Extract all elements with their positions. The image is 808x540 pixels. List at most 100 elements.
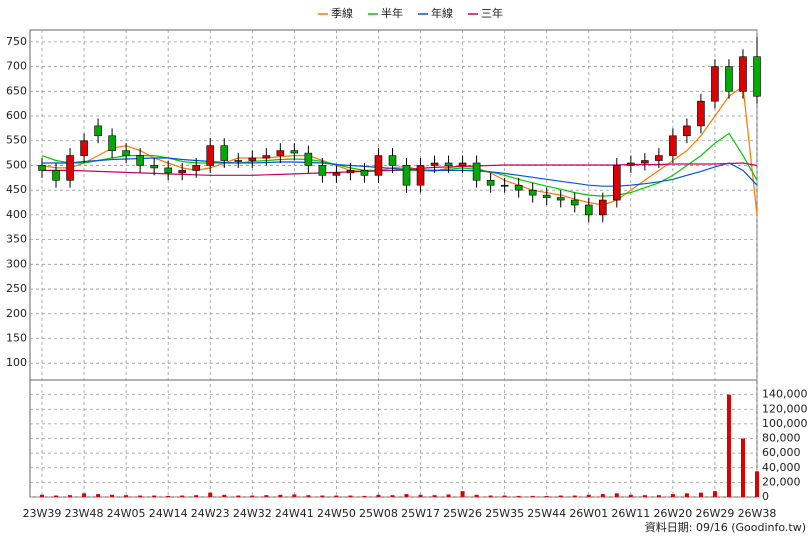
y-tick-label: 450 (6, 183, 27, 196)
volume-bar (40, 494, 44, 497)
candle-body (220, 145, 229, 161)
x-tick-label: 25W17 (401, 507, 440, 520)
candle-body (136, 155, 144, 166)
candle-body (66, 155, 74, 181)
volume-tick-label: 100,000 (762, 417, 808, 430)
y-tick-label: 350 (6, 233, 27, 246)
candle-body (542, 194, 551, 198)
x-tick-label: 25W44 (527, 507, 566, 520)
volume-bar (348, 495, 353, 497)
x-tick-label: 26W11 (611, 507, 650, 520)
candle-body (514, 184, 523, 191)
y-tick-label: 200 (6, 307, 27, 320)
ma-line (42, 162, 758, 176)
y-tick-label: 750 (6, 35, 27, 48)
candle-body (430, 162, 439, 166)
candle-body (304, 152, 313, 166)
x-tick-label: 26W38 (738, 507, 777, 520)
candle-body (753, 56, 761, 97)
candle-body (669, 135, 677, 156)
volume-bar (390, 495, 395, 497)
y-tick-label: 400 (6, 208, 27, 221)
volume-bar (740, 438, 745, 497)
candle-body (711, 66, 719, 102)
x-tick-label: 24W05 (107, 507, 146, 520)
candle-body (627, 162, 635, 166)
volume-bar (250, 495, 255, 497)
volume-bar (628, 494, 633, 497)
volume-bar (544, 495, 549, 497)
candle-body (178, 170, 186, 174)
candle-body (528, 189, 537, 196)
y-tick-label: 150 (6, 331, 27, 344)
volume-bar (614, 493, 619, 497)
volume-bar (446, 494, 451, 497)
candle-body (444, 162, 453, 166)
y-tick-label: 500 (6, 158, 27, 171)
candle-body (683, 125, 691, 137)
candle-body (122, 150, 130, 156)
volume-bar (502, 495, 507, 497)
candle-body (613, 165, 621, 201)
volume-bar (96, 494, 101, 497)
x-tick-label: 26W01 (569, 507, 608, 520)
candle-body (416, 165, 425, 186)
candle-body (276, 150, 285, 156)
volume-bar (726, 394, 731, 497)
legend-label: 三年 (481, 6, 503, 20)
volume-bar (138, 495, 143, 497)
volume-bar (194, 495, 199, 497)
y-tick-label: 100 (6, 356, 27, 369)
volume-bar (278, 494, 283, 497)
volume-tick-label: 40,000 (762, 461, 801, 474)
ma-line (42, 157, 758, 187)
volume-bar (712, 491, 717, 497)
volume-bar (586, 494, 591, 497)
volume-bar (530, 495, 535, 497)
candle-body (360, 170, 369, 176)
candle-body (206, 145, 215, 166)
volume-bar (572, 495, 577, 497)
y-tick-label: 250 (6, 282, 27, 295)
volume-tick-label: 20,000 (762, 475, 801, 488)
candle-body (584, 204, 593, 216)
volume-bar (334, 495, 339, 497)
volume-bar (558, 495, 563, 497)
legend-label: 季線 (331, 6, 353, 20)
volume-bar (670, 494, 675, 497)
volume-tick-label: 0 (762, 490, 769, 503)
volume-bar (488, 495, 493, 497)
volume-bar (432, 495, 437, 497)
volume-bar (376, 494, 381, 497)
candle-body (108, 135, 116, 151)
volume-bar (124, 495, 129, 497)
ma-line (41, 85, 758, 215)
candle-body (192, 165, 201, 171)
volume-bar (600, 494, 605, 497)
candle-body (248, 157, 257, 161)
x-tick-label: 24W14 (149, 507, 188, 520)
candle-body (598, 199, 607, 216)
candle-body (150, 165, 158, 169)
volume-bar (264, 495, 269, 497)
candle-body (290, 150, 299, 154)
y-tick-label: 300 (6, 257, 27, 270)
volume-bar (684, 493, 689, 497)
volume-bar (152, 495, 157, 497)
volume-bar (236, 495, 241, 497)
volume-bar (642, 495, 647, 497)
candle-body (346, 170, 355, 174)
x-tick-label: 24W50 (317, 507, 356, 520)
y-tick-label: 550 (6, 134, 27, 147)
x-tick-label: 26W29 (696, 507, 735, 520)
legend-label: 半年 (381, 6, 403, 20)
candle-body (641, 160, 649, 164)
volume-bar (68, 495, 73, 497)
candle-body (697, 100, 705, 127)
volume-bar (474, 494, 479, 497)
candle-body (318, 165, 327, 176)
candle-body (739, 56, 747, 92)
legend: 季線 半年 年線 三年 (318, 6, 503, 20)
volume-bar (755, 471, 759, 497)
